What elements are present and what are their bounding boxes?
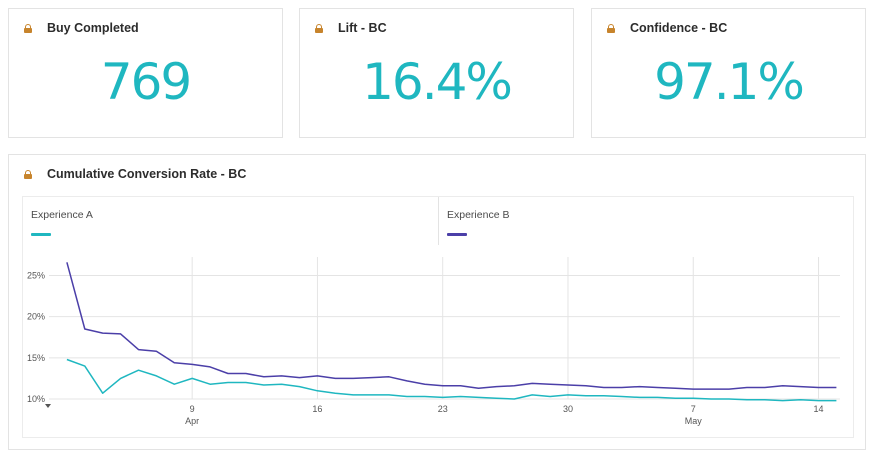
x-tick-label: 9 [190,404,195,414]
lock-icon [24,23,32,33]
kpi-card-lift: Lift - BC 16.4% [299,8,574,138]
legend-label: Experience A [31,209,93,221]
kpi-card-header: Lift - BC [315,21,387,35]
lock-icon [315,23,323,33]
chart-panel: Experience A Experience B 25% 20% 15% 10% 9 A… [22,196,854,438]
x-tick-label: 23 [438,404,448,414]
lock-icon [607,23,615,33]
axis-marker-icon [45,404,51,408]
line-chart[interactable]: 25% 20% 15% 10% 9 Apr 16 23 30 7 May 14 [23,197,853,437]
y-tick-label: 15% [27,353,45,363]
chart-card-header: Cumulative Conversion Rate - BC [24,167,246,181]
x-tick-label: 30 [563,404,573,414]
chart-card-title: Cumulative Conversion Rate - BC [47,167,247,181]
kpi-value: 97.1% [654,53,805,111]
kpi-card-confidence: Confidence - BC 97.1% [591,8,866,138]
kpi-card-title: Lift - BC [338,21,387,35]
kpi-card-header: Buy Completed [24,21,139,35]
legend-label: Experience B [447,209,510,221]
lock-icon [24,169,32,179]
legend-item-experience-b[interactable]: Experience B [438,197,854,245]
legend-swatch [447,233,467,236]
series-line-experience-b [66,262,837,390]
kpi-value: 16.4% [362,53,513,111]
x-tick-label: 7 [691,404,696,414]
y-tick-label: 25% [27,270,45,280]
kpi-card-buy-completed: Buy Completed 769 [8,8,283,138]
y-tick-label: 20% [27,312,45,322]
legend-swatch [31,233,51,236]
legend-item-experience-a[interactable]: Experience A [23,197,438,245]
kpi-card-title: Confidence - BC [630,21,728,35]
x-tick-label: 16 [312,404,322,414]
kpi-value: 769 [100,53,192,111]
x-month-label: May [685,416,703,426]
y-tick-label: 10% [27,394,45,404]
kpi-card-header: Confidence - BC [607,21,727,35]
kpi-card-title: Buy Completed [47,21,139,35]
series-line-experience-a [66,358,837,402]
x-month-label: Apr [185,416,199,426]
chart-card-cumulative-conversion: Cumulative Conversion Rate - BC Experien… [8,154,866,450]
x-tick-label: 14 [814,404,824,414]
